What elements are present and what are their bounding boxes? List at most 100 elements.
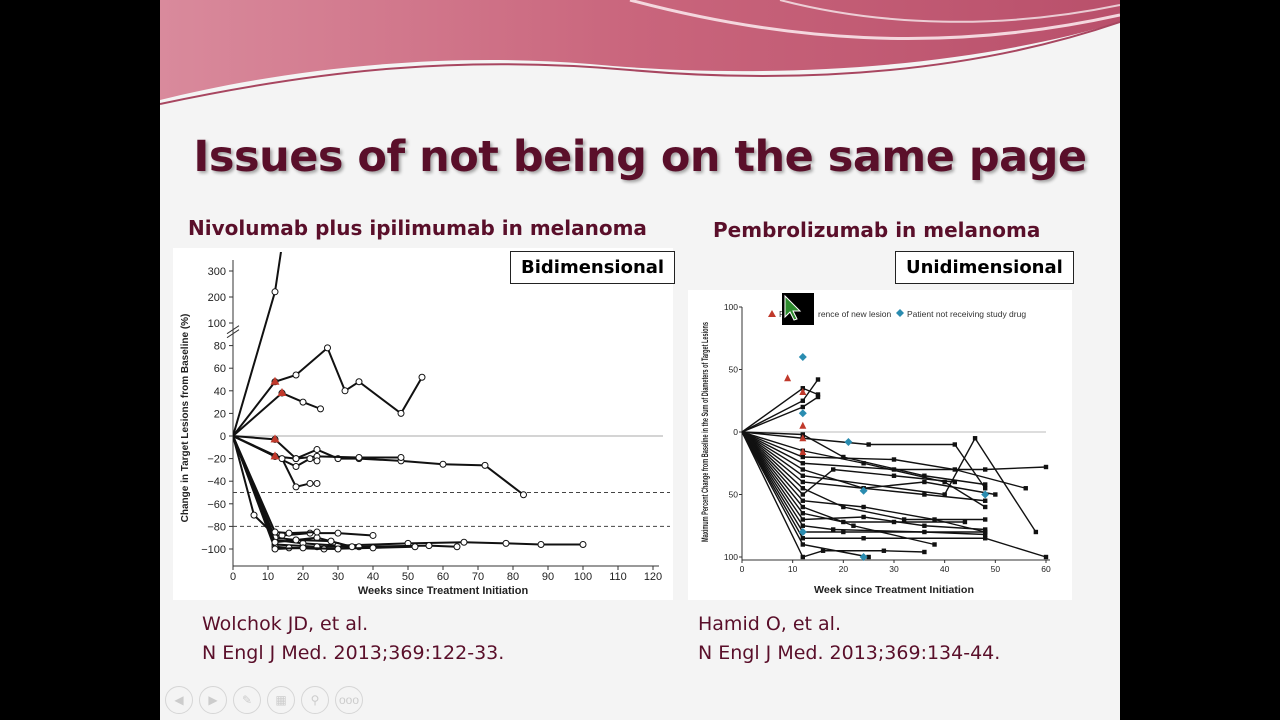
right-data-point — [800, 511, 805, 516]
left-data-point — [327, 537, 335, 545]
right-reference: Hamid O, et al. N Engl J Med. 2013;369:1… — [698, 610, 1000, 668]
right-data-point — [866, 442, 871, 447]
left-new-lesion-marker — [270, 451, 280, 460]
right-data-point — [952, 442, 957, 447]
right-not-receiving-drug-marker — [859, 553, 868, 561]
right-y-tick-label: 100 — [724, 302, 738, 312]
left-y-tick-label: 300 — [208, 266, 226, 278]
left-y-tick-label: 60 — [214, 363, 226, 375]
left-data-point — [324, 344, 331, 352]
right-new-lesion-marker — [799, 434, 807, 442]
right-data-point — [922, 479, 927, 485]
right-data-point — [983, 532, 988, 537]
left-data-point — [285, 529, 293, 537]
left-axis-break — [226, 325, 240, 339]
left-new-lesion-marker — [270, 376, 280, 385]
right-x-tick-label: 40 — [940, 564, 950, 574]
right-data-point — [841, 504, 846, 510]
right-data-point — [983, 482, 988, 487]
left-y-tick-label: 40 — [214, 386, 226, 398]
left-reference: Wolchok JD, et al. N Engl J Med. 2013;36… — [202, 610, 504, 668]
left-data-point — [520, 491, 527, 499]
left-x-tick-label: 70 — [472, 571, 484, 583]
right-data-point — [983, 529, 988, 535]
left-series-line — [233, 435, 353, 548]
right-y-axis-label-part: Maximum Percent Change from Baseline in … — [700, 322, 710, 542]
right-data-point — [932, 517, 937, 522]
right-data-point — [800, 467, 805, 472]
left-data-point — [334, 529, 342, 537]
right-not-receiving-drug-marker — [859, 486, 868, 495]
right-data-point — [881, 548, 887, 553]
right-y-tick-label: 0 — [733, 427, 738, 437]
mouse-cursor-icon — [782, 293, 814, 325]
left-data-point — [348, 543, 356, 551]
right-x-tick-label: 30 — [889, 564, 899, 574]
left-reference-journal: N Engl J Med. 2013;369:122-33. — [202, 642, 505, 664]
right-data-point — [841, 454, 846, 460]
left-data-point — [334, 545, 342, 553]
left-x-tick-label: 0 — [230, 571, 236, 583]
left-data-point — [278, 455, 286, 463]
left-reference-authors: Wolchok JD, et al. — [202, 613, 369, 635]
right-data-point — [815, 377, 821, 382]
right-legend-triangle-icon — [768, 310, 776, 317]
left-series-line — [233, 435, 318, 535]
left-x-tick-label: 10 — [262, 571, 274, 583]
left-data-point — [313, 528, 321, 536]
right-data-point — [922, 473, 927, 478]
left-x-axis-label: Weeks since Treatment Initiation — [358, 585, 529, 597]
unidimensional-tag: Unidimensional — [895, 251, 1074, 284]
left-data-point — [299, 398, 307, 406]
right-new-lesion-marker — [784, 374, 792, 382]
left-data-point — [313, 457, 321, 465]
right-legend-label: rence of new lesion — [818, 309, 892, 319]
left-series-line — [233, 391, 321, 437]
right-data-point — [922, 523, 927, 528]
more-icon[interactable]: ooo — [335, 686, 363, 714]
right-data-point — [983, 486, 988, 491]
left-y-tick-label: −20 — [207, 454, 226, 466]
slides-icon[interactable]: ▦ — [267, 686, 295, 714]
right-data-point — [800, 486, 805, 491]
left-x-tick-label: 30 — [332, 571, 344, 583]
right-data-point — [800, 517, 805, 522]
right-legend-diamond-icon — [896, 309, 904, 317]
previous-icon[interactable]: ◀ — [165, 686, 193, 714]
decorative-banner — [160, 0, 1120, 105]
left-data-point — [453, 543, 461, 551]
right-x-tick-label: 60 — [1041, 564, 1051, 574]
right-data-point — [800, 523, 805, 528]
right-data-point — [800, 398, 805, 403]
left-data-point — [271, 528, 279, 536]
left-data-point — [355, 378, 363, 386]
left-new-lesion-marker — [277, 388, 287, 397]
zoom-icon[interactable]: ⚲ — [301, 686, 329, 714]
left-data-point — [369, 544, 377, 552]
right-data-point — [932, 542, 937, 547]
right-data-point — [831, 467, 836, 472]
pen-icon[interactable]: ✎ — [233, 686, 261, 714]
right-data-point — [891, 473, 897, 478]
left-y-tick-label: 20 — [214, 408, 226, 420]
left-data-point — [397, 453, 405, 461]
left-data-point — [341, 387, 349, 395]
next-icon[interactable]: ▶ — [199, 686, 227, 714]
right-data-point — [983, 467, 988, 472]
left-data-point — [502, 539, 510, 547]
right-x-tick-label: 20 — [839, 564, 849, 574]
right-y-tick-label: 50 — [729, 490, 739, 500]
right-x-tick-label: 10 — [788, 564, 798, 574]
right-data-point — [1043, 464, 1049, 470]
right-data-point — [800, 454, 805, 460]
left-x-tick-label: 100 — [574, 571, 592, 583]
right-not-receiving-drug-marker — [981, 490, 990, 499]
left-data-point — [369, 531, 377, 539]
right-x-tick-label: 50 — [991, 564, 1001, 574]
left-series-line — [233, 252, 282, 437]
right-data-point — [800, 473, 805, 478]
right-data-point — [983, 517, 988, 522]
right-data-point — [922, 549, 927, 555]
right-data-point — [891, 457, 897, 462]
left-y-tick-label: −100 — [201, 544, 226, 556]
